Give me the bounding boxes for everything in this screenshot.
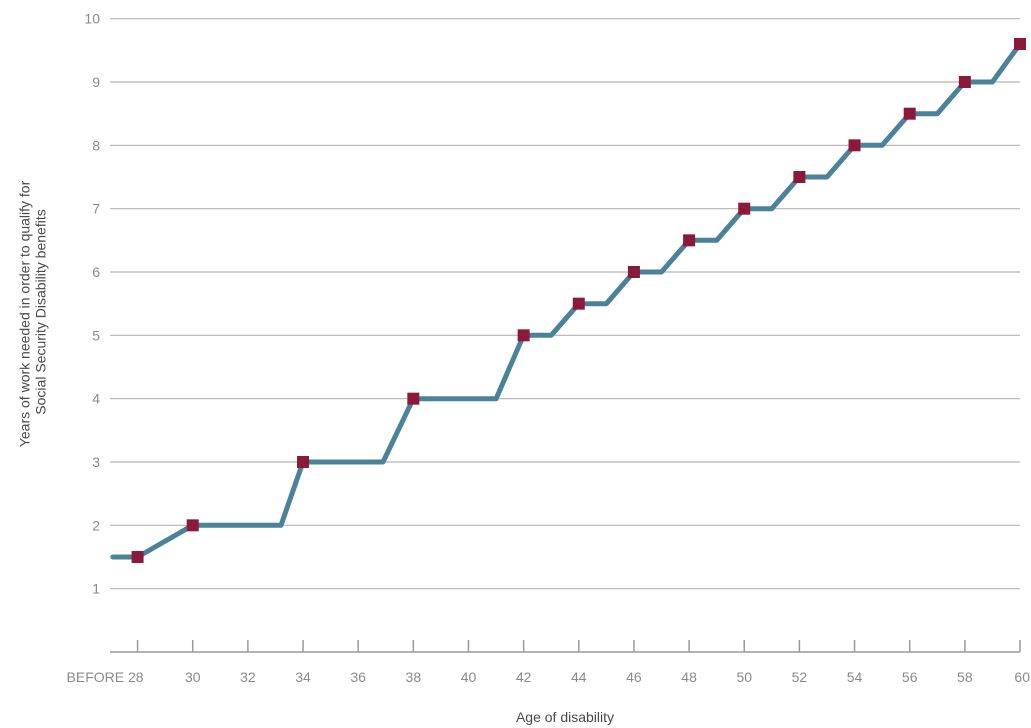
data-point-marker bbox=[297, 456, 310, 468]
x-tick-label: 30 bbox=[185, 669, 201, 685]
data-point-marker bbox=[683, 234, 696, 247]
y-tick-label: 9 bbox=[92, 74, 100, 90]
data-point-marker bbox=[1014, 38, 1026, 50]
x-axis-title: Age of disability bbox=[516, 709, 614, 725]
x-tick-label: 60 bbox=[1014, 669, 1030, 685]
x-tick-label: 58 bbox=[957, 669, 973, 685]
x-tick-label: 54 bbox=[847, 669, 863, 685]
data-point-marker bbox=[903, 107, 916, 120]
y-tick-labels: 1 2 3 4 5 6 7 8 9 10 bbox=[84, 11, 100, 597]
data-point-marker bbox=[958, 76, 971, 88]
data-point-marker bbox=[627, 266, 640, 278]
series-years-of-work bbox=[110, 41, 1023, 560]
x-tick-label: 36 bbox=[350, 669, 366, 685]
x-tick-label: 48 bbox=[681, 669, 697, 685]
y-axis-title-line-1: Years of work needed in order to qualify… bbox=[17, 180, 33, 447]
data-point-marker bbox=[738, 202, 751, 215]
x-tick-label: 40 bbox=[461, 669, 477, 685]
data-point-marker bbox=[517, 329, 530, 342]
y-tick-label: 2 bbox=[92, 517, 100, 533]
series-line bbox=[110, 41, 1023, 560]
x-tick-label: 52 bbox=[792, 669, 808, 685]
data-point-marker bbox=[793, 171, 806, 183]
y-tick-label: 5 bbox=[92, 327, 100, 343]
x-tick-label: 42 bbox=[516, 669, 532, 685]
x-tick-label: 38 bbox=[406, 669, 422, 685]
y-tick-label: 4 bbox=[92, 391, 100, 407]
x-tick-label: BEFORE 28 bbox=[67, 669, 144, 685]
data-point-marker bbox=[848, 139, 861, 152]
y-tick-label: 6 bbox=[92, 264, 100, 280]
data-point-marker bbox=[186, 519, 199, 532]
data-point-marker bbox=[131, 551, 144, 563]
y-tick-label: 10 bbox=[84, 11, 100, 27]
data-markers bbox=[131, 38, 1026, 563]
data-point-marker bbox=[407, 392, 420, 405]
x-ticks: BEFORE 28 30 32 34 36 38 40 42 44 46 48 50 52 54 56 58 6… bbox=[67, 640, 1030, 685]
y-axis-title: Years of work needed in order to qualify… bbox=[17, 177, 49, 447]
y-tick-label: 7 bbox=[92, 201, 100, 217]
y-axis-title-line-2: Social Security Disability benefits bbox=[33, 209, 49, 414]
y-tick-label: 1 bbox=[92, 581, 100, 597]
x-tick-label: 44 bbox=[571, 669, 587, 685]
grid-lines bbox=[110, 18, 1020, 590]
y-tick-label: 3 bbox=[92, 454, 100, 470]
x-tick-label: 32 bbox=[240, 669, 256, 685]
data-point-marker bbox=[572, 297, 585, 310]
x-tick-label: 34 bbox=[295, 669, 311, 685]
x-tick-label: 50 bbox=[736, 669, 752, 685]
x-tick-label: 46 bbox=[626, 669, 642, 685]
x-tick-label: 56 bbox=[902, 669, 918, 685]
y-tick-label: 8 bbox=[92, 137, 100, 153]
